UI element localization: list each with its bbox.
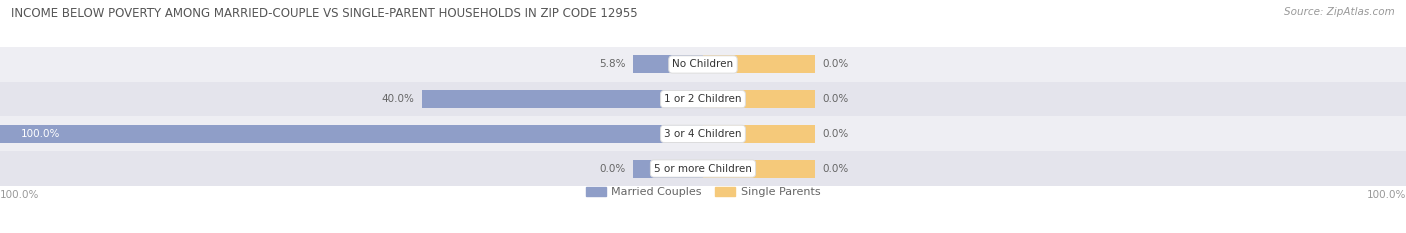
Bar [0, 82, 1406, 116]
Text: 0.0%: 0.0% [823, 129, 849, 139]
Bar [703, 55, 815, 73]
Text: 1 or 2 Children: 1 or 2 Children [664, 94, 742, 104]
Text: 3 or 4 Children: 3 or 4 Children [664, 129, 742, 139]
Bar [703, 160, 815, 178]
Text: 40.0%: 40.0% [382, 94, 415, 104]
Text: 0.0%: 0.0% [823, 94, 849, 104]
Bar [703, 125, 815, 143]
Text: 0.0%: 0.0% [599, 164, 626, 174]
Text: 100.0%: 100.0% [21, 129, 60, 139]
Legend: Married Couples, Single Parents: Married Couples, Single Parents [586, 187, 820, 197]
Text: 5 or more Children: 5 or more Children [654, 164, 752, 174]
Bar [0, 125, 703, 143]
Text: No Children: No Children [672, 59, 734, 69]
Bar [633, 55, 703, 73]
Bar [422, 90, 703, 108]
Bar [0, 47, 1406, 82]
Bar [633, 160, 703, 178]
Text: 100.0%: 100.0% [0, 190, 39, 200]
Bar [0, 116, 1406, 151]
Bar [0, 151, 1406, 186]
Text: Source: ZipAtlas.com: Source: ZipAtlas.com [1284, 7, 1395, 17]
Text: 100.0%: 100.0% [1367, 190, 1406, 200]
Text: 5.8%: 5.8% [599, 59, 626, 69]
Text: INCOME BELOW POVERTY AMONG MARRIED-COUPLE VS SINGLE-PARENT HOUSEHOLDS IN ZIP COD: INCOME BELOW POVERTY AMONG MARRIED-COUPL… [11, 7, 638, 20]
Bar [703, 90, 815, 108]
Text: 0.0%: 0.0% [823, 164, 849, 174]
Text: 0.0%: 0.0% [823, 59, 849, 69]
